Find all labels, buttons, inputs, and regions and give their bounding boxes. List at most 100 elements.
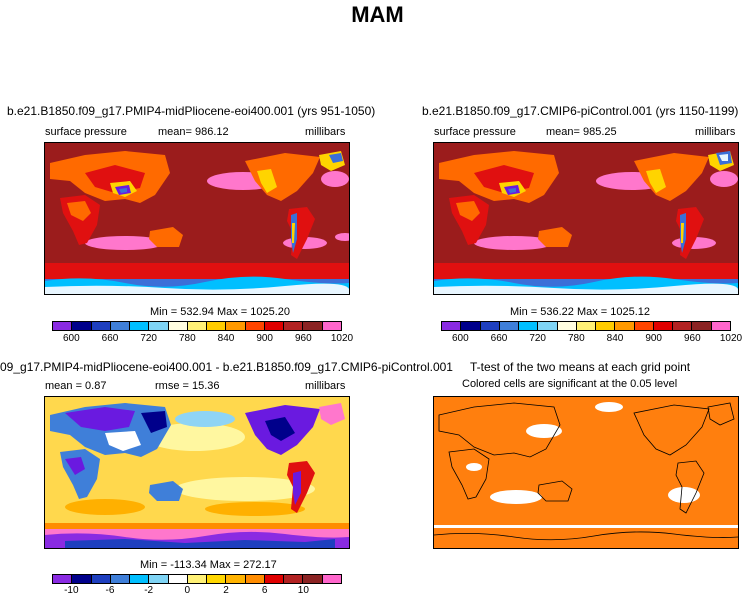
colorbar-swatch xyxy=(322,322,341,330)
colorbar-swatch xyxy=(91,575,111,583)
colorbar-tick-label: -10 xyxy=(64,585,79,596)
mean-label: mean = 0.87 xyxy=(45,380,107,392)
colorbar-swatch xyxy=(596,322,616,330)
minmax-label: Min = 536.22 Max = 1025.12 xyxy=(510,306,651,318)
colorbar-swatch xyxy=(130,575,150,583)
mean-label: mean= 986.12 xyxy=(158,126,229,138)
units-label: millibars xyxy=(305,380,346,392)
colorbar-swatch xyxy=(110,322,131,330)
colorbar-tick-label: 10 xyxy=(297,585,309,596)
colorbar-swatch xyxy=(149,322,169,330)
page-title: MAM xyxy=(351,2,404,27)
colorbar-swatch xyxy=(245,575,265,583)
map-pressure-difference xyxy=(44,396,350,549)
colorbar-difference xyxy=(52,574,342,584)
colorbar-swatch xyxy=(499,322,520,330)
colorbar-tick-label: 6 xyxy=(261,585,268,596)
colorbar-swatch xyxy=(480,322,500,330)
colorbar-tick-label: 840 xyxy=(217,333,235,344)
colorbar-swatch xyxy=(187,322,208,330)
colorbar-tick-labels: 600 660 720 780 840 900 960 1020 xyxy=(52,333,353,347)
colorbar-tick-label: 660 xyxy=(101,333,119,344)
colorbar-swatch xyxy=(538,322,558,330)
minmax-label: Min = 532.94 Max = 1025.20 xyxy=(150,306,291,318)
colorbar-swatch xyxy=(711,322,730,330)
colorbar-swatch xyxy=(110,575,131,583)
colorbar-swatch xyxy=(264,575,285,583)
units-label: millibars xyxy=(305,126,346,138)
colorbar-pressure xyxy=(52,321,342,331)
colorbar-swatch xyxy=(653,322,674,330)
colorbar-swatch xyxy=(72,322,92,330)
colorbar-swatch xyxy=(284,322,304,330)
map-surface-pressure-pliocene xyxy=(44,142,350,295)
colorbar-swatch xyxy=(557,322,577,330)
map-svg xyxy=(434,397,738,548)
colorbar-tick-label: 960 xyxy=(294,333,312,344)
colorbar-tick-label: 900 xyxy=(645,333,662,344)
colorbar-swatch xyxy=(168,575,188,583)
colorbar-swatch xyxy=(322,575,341,583)
colorbar-swatch xyxy=(53,322,73,330)
map-svg xyxy=(434,143,738,294)
mean-label: mean= 985.25 xyxy=(546,126,617,138)
colorbar-swatch xyxy=(226,575,246,583)
colorbar-swatch xyxy=(207,575,227,583)
colorbar-swatch xyxy=(207,322,227,330)
rmse-label: rmse = 15.36 xyxy=(155,380,220,392)
colorbar-tick-label: 720 xyxy=(140,333,157,344)
ttest-subtitle: Colored cells are significant at the 0.0… xyxy=(462,378,678,390)
colorbar-swatch xyxy=(615,322,635,330)
colorbar-tick-label: -2 xyxy=(144,585,154,596)
colorbar-swatch xyxy=(576,322,597,330)
colorbar-swatch xyxy=(187,575,208,583)
panel-title-pliocene: b.e21.B1850.f09_g17.PMIP4-midPliocene-eo… xyxy=(7,104,376,118)
colorbar-swatch xyxy=(303,575,323,583)
units-label: millibars xyxy=(695,126,736,138)
colorbar-tick-label: 1020 xyxy=(330,333,354,344)
minmax-label: Min = -113.34 Max = 272.17 xyxy=(140,559,277,571)
colorbar-swatch xyxy=(130,322,150,330)
colorbar-tick-labels: 600 660 720 780 840 900 960 1020 xyxy=(441,333,742,347)
colorbar-swatch xyxy=(149,575,169,583)
colorbar-tick-label: 900 xyxy=(256,333,273,344)
colorbar-swatch xyxy=(226,322,246,330)
colorbar-swatch xyxy=(634,322,654,330)
colorbar-swatch xyxy=(461,322,481,330)
colorbar-tick-label: 600 xyxy=(451,333,469,344)
colorbar-swatch xyxy=(245,322,265,330)
colorbar-swatch xyxy=(519,322,539,330)
colorbar-tick-labels: -10 -6 -2 0 2 6 10 xyxy=(52,585,342,598)
colorbar-swatch xyxy=(442,322,462,330)
colorbar-tick-label: 600 xyxy=(62,333,80,344)
variable-label: surface pressure xyxy=(45,126,127,138)
colorbar-swatch xyxy=(692,322,712,330)
variable-label: surface pressure xyxy=(434,126,516,138)
map-svg xyxy=(45,143,349,294)
panel-title-picontrol: b.e21.B1850.f09_g17.CMIP6-piControl.001 … xyxy=(422,104,739,118)
colorbar-swatch xyxy=(264,322,285,330)
colorbar-tick-label: -6 xyxy=(105,585,115,596)
colorbar-tick-label: 720 xyxy=(529,333,546,344)
colorbar-tick-label: 2 xyxy=(223,585,229,596)
colorbar-swatch xyxy=(284,575,304,583)
colorbar-pressure xyxy=(441,321,731,331)
colorbar-tick-label: 780 xyxy=(178,333,196,344)
colorbar-tick-label: 960 xyxy=(683,333,701,344)
colorbar-tick-label: 0 xyxy=(184,585,191,596)
colorbar-tick-label: 840 xyxy=(606,333,624,344)
colorbar-swatch xyxy=(673,322,693,330)
colorbar-swatch xyxy=(53,575,73,583)
colorbar-tick-label: 780 xyxy=(567,333,585,344)
map-surface-pressure-picontrol xyxy=(433,142,739,295)
panel-title-ttest: T-test of the two means at each grid poi… xyxy=(470,360,691,374)
colorbar-swatch xyxy=(91,322,111,330)
map-ttest-significance xyxy=(433,396,739,549)
colorbar-swatch xyxy=(72,575,92,583)
colorbar-tick-label: 1020 xyxy=(719,333,743,344)
panel-title-difference: 09_g17.PMIP4-midPliocene-eoi400.001 - b.… xyxy=(0,360,453,374)
colorbar-swatch xyxy=(303,322,323,330)
colorbar-swatch xyxy=(168,322,188,330)
colorbar-tick-label: 660 xyxy=(490,333,508,344)
map-svg xyxy=(45,397,349,548)
